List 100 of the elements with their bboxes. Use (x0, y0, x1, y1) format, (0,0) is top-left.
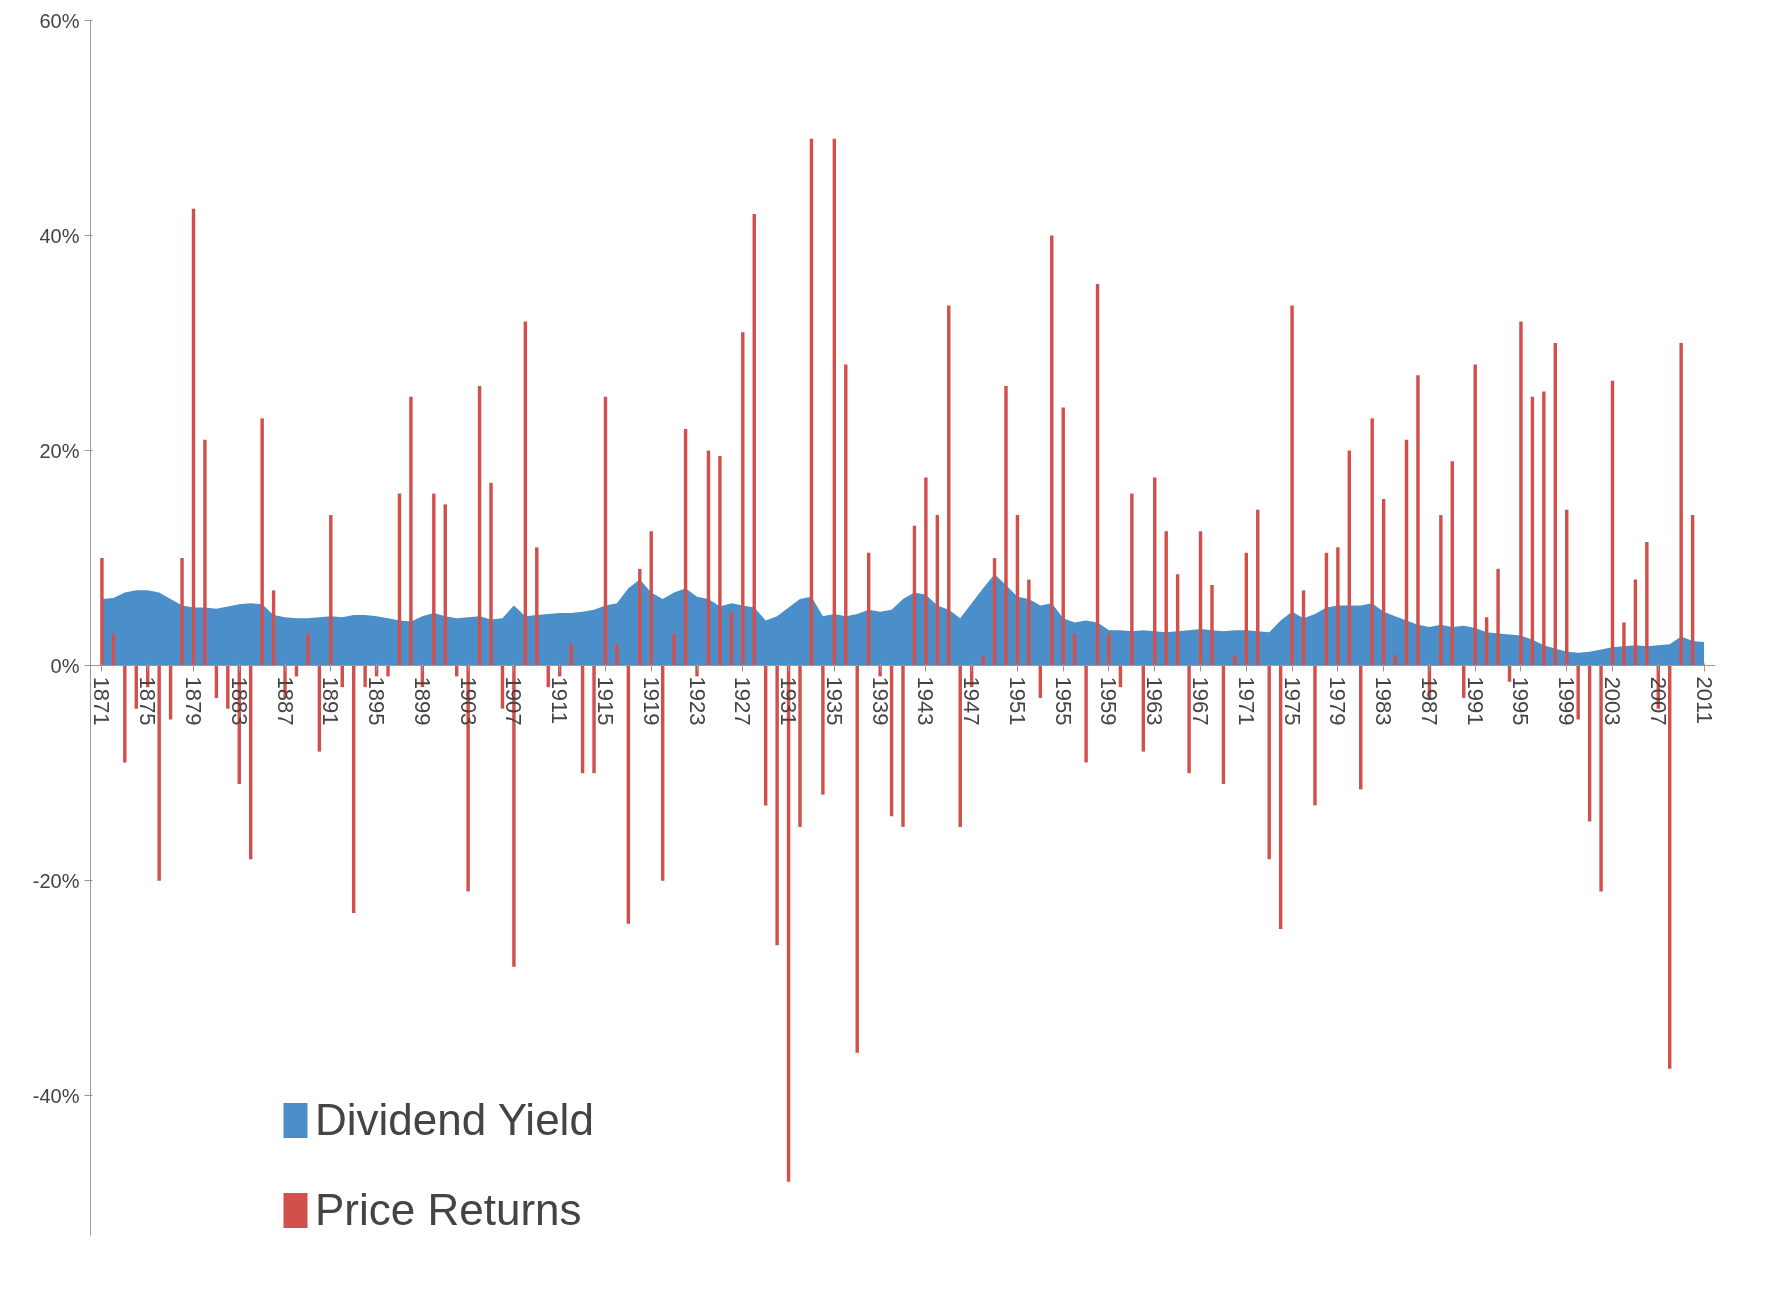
x-tick-label: 1871 (89, 676, 115, 726)
bar (329, 515, 333, 666)
x-tick-label: 1907 (501, 676, 527, 726)
bar (180, 558, 184, 666)
bar (100, 558, 104, 666)
x-tick-label: 1951 (1004, 676, 1030, 726)
bar (1416, 375, 1420, 666)
x-tick-label: 1895 (364, 676, 390, 726)
bar (1496, 568, 1500, 666)
y-tick-label: -40% (32, 1084, 80, 1107)
x-tick-label: 1971 (1233, 676, 1259, 726)
bar (1164, 531, 1168, 666)
bar (1233, 654, 1237, 666)
bar (1130, 493, 1134, 666)
x-tick-label: 1891 (318, 676, 344, 726)
bar (1393, 654, 1397, 666)
x-tick-label: 1999 (1554, 676, 1580, 726)
x-tick-label: 2007 (1645, 676, 1671, 726)
x-tick-label: 1963 (1142, 676, 1168, 726)
x-tick-label: 1887 (272, 676, 298, 726)
x-tick-label: 1919 (638, 676, 664, 726)
x-tick-label: 1879 (180, 676, 206, 726)
x-tick-label: 1975 (1279, 676, 1305, 726)
bar (924, 477, 928, 666)
bar (718, 455, 722, 666)
legend-label: Price Returns (315, 1185, 582, 1235)
bar (695, 665, 699, 677)
bar (1107, 633, 1111, 666)
bar (1473, 364, 1477, 666)
x-tick-label: 1903 (455, 676, 481, 726)
bar (157, 665, 161, 881)
bar (1599, 665, 1603, 892)
bar (535, 547, 539, 666)
bar (1576, 665, 1580, 720)
x-tick-label: 1983 (1371, 676, 1397, 726)
x-tick-label: 1947 (959, 676, 985, 726)
bar (1313, 665, 1317, 806)
y-tick-label: 0% (50, 654, 80, 677)
bar (1519, 321, 1523, 666)
x-tick-label: 1943 (913, 676, 939, 726)
x-tick-label: 1911 (547, 676, 573, 724)
y-tick-label: -20% (32, 869, 80, 892)
bar (1267, 665, 1271, 860)
x-tick-label: 1923 (684, 676, 710, 726)
x-tick-label: 1875 (135, 676, 161, 726)
bar (592, 665, 596, 774)
bar (1542, 391, 1546, 666)
x-tick-label: 1899 (409, 676, 435, 726)
bar (260, 418, 264, 666)
y-tick-label: 40% (39, 224, 80, 247)
bar (672, 633, 676, 666)
x-tick-label: 1927 (730, 676, 756, 726)
bar (1336, 547, 1340, 666)
bar (775, 665, 779, 946)
bar (1622, 622, 1626, 666)
bar (615, 644, 619, 666)
legend-label: Dividend Yield (315, 1095, 594, 1145)
x-tick-label: 1955 (1050, 676, 1076, 726)
bar (1061, 407, 1065, 666)
y-tick-label: 60% (39, 9, 80, 32)
bar (981, 654, 985, 666)
x-tick-label: 1959 (1096, 676, 1122, 726)
x-tick-label: 1987 (1416, 676, 1442, 726)
x-tick-label: 2003 (1600, 676, 1626, 726)
bar (1439, 515, 1443, 666)
bar (409, 396, 413, 666)
y-tick-label: 20% (39, 439, 80, 462)
bar (203, 439, 207, 666)
x-tick-label: 1883 (226, 676, 252, 726)
bar (741, 332, 745, 666)
bar (901, 665, 905, 827)
bar (1370, 418, 1374, 666)
bar (123, 665, 127, 763)
bar (226, 665, 230, 709)
bar (1027, 579, 1031, 666)
x-tick-label: 1991 (1462, 676, 1488, 726)
bar (432, 493, 436, 666)
bar (386, 665, 390, 677)
bar (1290, 305, 1294, 666)
bar (1210, 584, 1214, 666)
x-tick-label: 1931 (776, 676, 802, 726)
x-tick-label: 1939 (867, 676, 893, 726)
bar (878, 665, 882, 677)
bar (1679, 343, 1683, 666)
x-tick-label: 2011 (1691, 676, 1717, 724)
bar (1004, 386, 1008, 666)
bar (306, 633, 310, 666)
bar (489, 482, 493, 666)
bar (569, 644, 573, 666)
x-tick-label: 1915 (592, 676, 618, 726)
bar (821, 665, 825, 795)
x-tick-label: 1935 (821, 676, 847, 726)
bar (638, 568, 642, 666)
bar (363, 665, 367, 688)
x-tick-label: 1967 (1188, 676, 1214, 726)
bar (1084, 665, 1088, 763)
bar (798, 665, 802, 827)
bar (1645, 541, 1649, 666)
x-tick-label: 1995 (1508, 676, 1534, 726)
x-tick-label: 1979 (1325, 676, 1351, 726)
